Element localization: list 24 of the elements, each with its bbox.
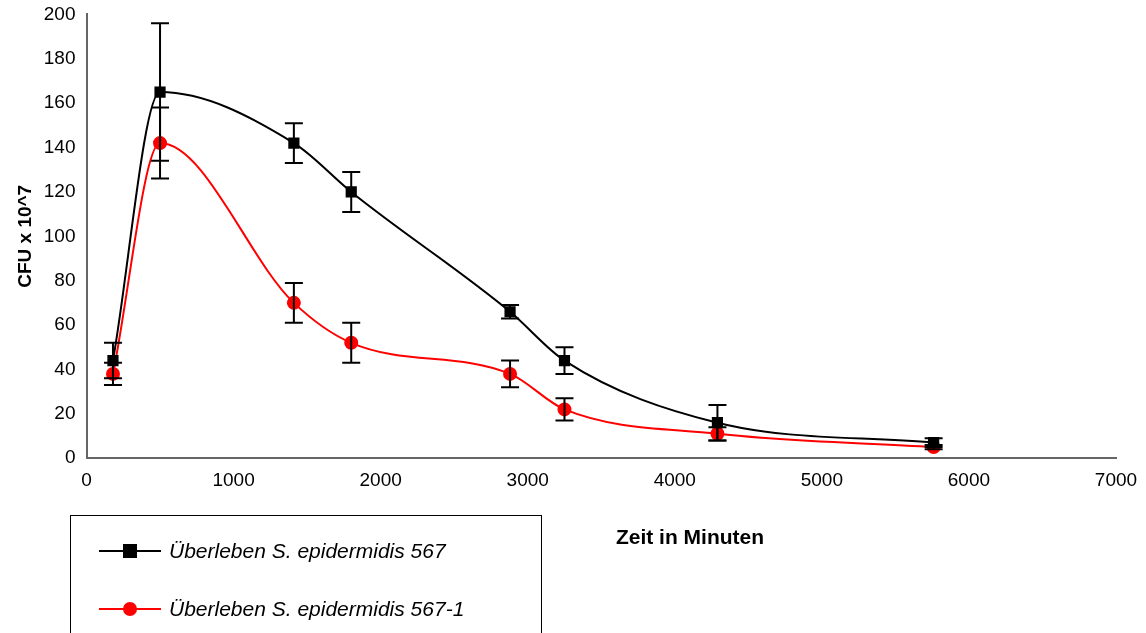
y-tick-label: 160 — [43, 91, 76, 113]
x-tick-label: 4000 — [653, 468, 696, 490]
y-tick-label: 20 — [54, 402, 76, 424]
x-tick-label: 2000 — [359, 468, 402, 490]
y-tick-label: 140 — [43, 135, 76, 157]
y-tick-label: 60 — [54, 313, 76, 335]
x-tick-label: 1000 — [212, 468, 255, 490]
y-tick-label: 0 — [64, 446, 76, 468]
y-tick-label: 120 — [43, 180, 76, 202]
x-tick-label: 6000 — [947, 468, 991, 490]
y-tick-label: 180 — [43, 47, 76, 69]
x-tick-label: 0 — [81, 468, 92, 490]
y-tick-label: 80 — [54, 268, 76, 290]
legend-label: Überleben S. epidermidis 567-1 — [169, 597, 465, 621]
y-tick-label: 200 — [43, 2, 76, 24]
legend-label: Überleben S. epidermidis 567 — [169, 539, 446, 563]
x-axis-title: Zeit in Minuten — [614, 525, 766, 549]
x-tick-label: 3000 — [506, 468, 549, 490]
y-tick-label: 100 — [43, 224, 76, 246]
x-tick-label: 7000 — [1094, 468, 1138, 490]
x-tick-label: 5000 — [800, 468, 843, 490]
y-axis-title: CFU x 10^7 — [13, 184, 35, 288]
point — [154, 86, 166, 98]
y-tick-label: 40 — [54, 357, 76, 379]
